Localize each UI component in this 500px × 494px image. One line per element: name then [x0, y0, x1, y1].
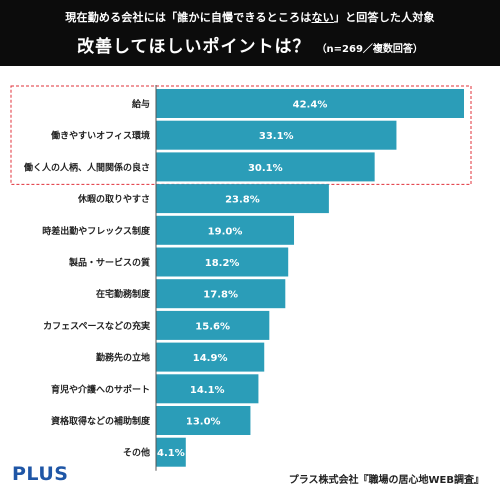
sample-size-note: （n=269／複数回答）	[316, 44, 423, 55]
chart-title-row: 改善してほしいポイントは？ （n=269／複数回答）	[0, 32, 500, 57]
survey-question-part-1: 現在勤める会社には「誰かに自慢できるところは	[65, 11, 312, 24]
bar-5	[156, 215, 295, 245]
category-label: 時差出勤やフレックス制度	[42, 225, 151, 237]
category-label: 製品・サービスの質	[68, 257, 150, 269]
category-label: 休暇の取りやすさ	[77, 193, 150, 205]
value-label: 15.6%	[195, 321, 230, 332]
category-label: その他	[123, 447, 150, 459]
bar-1	[156, 89, 464, 118]
bar-6	[156, 247, 289, 277]
chart-title: 改善してほしいポイントは？	[77, 37, 311, 57]
category-label: 育児や介護へのサポート	[51, 383, 150, 395]
highlight-frame	[10, 85, 472, 185]
value-label: 19.0%	[208, 226, 243, 237]
survey-question-emphasis: ない	[311, 11, 334, 24]
bar-8	[156, 310, 270, 340]
category-label: 資格取得などの補助制度	[51, 415, 151, 427]
value-label: 33.1%	[259, 131, 294, 142]
category-label: カフェスペースなどの充実	[43, 320, 150, 332]
bar-2	[156, 120, 397, 150]
value-label: 30.1%	[248, 163, 283, 174]
category-label: 働く人の人柄、人間関係の良さ	[23, 161, 150, 173]
value-label: 14.9%	[193, 353, 228, 364]
category-label: 在宅勤務制度	[96, 288, 151, 300]
value-label: 4.1%	[157, 448, 185, 459]
category-label: 勤務先の立地	[96, 352, 150, 364]
bar-7	[156, 279, 286, 309]
bar-9	[156, 342, 265, 372]
category-label: 働きやすいオフィス環境	[50, 130, 150, 142]
bar-11	[156, 406, 251, 435]
bar-3	[156, 152, 375, 182]
value-label: 23.8%	[225, 195, 260, 206]
value-label: 17.8%	[203, 290, 238, 301]
chart-header: 現在勤める会社には「誰かに自慢できるところはない」と回答した人対象 改善してほし…	[0, 0, 500, 66]
survey-question-part-3: 」と回答した人対象	[333, 11, 435, 24]
value-label: 14.1%	[190, 385, 225, 396]
survey-question: 現在勤める会社には「誰かに自慢できるところはない」と回答した人対象	[0, 9, 500, 25]
value-label: 13.0%	[186, 417, 221, 428]
value-label: 42.4%	[293, 100, 328, 111]
plus-logo: PLUS	[12, 463, 69, 485]
bar-12	[156, 437, 186, 467]
source-credit: プラス株式会社『職場の居心地WEB調査』	[288, 475, 484, 486]
value-label: 18.2%	[205, 258, 240, 269]
bar-4	[156, 184, 329, 214]
category-label: 給与	[132, 98, 150, 110]
bar-10	[156, 374, 259, 404]
